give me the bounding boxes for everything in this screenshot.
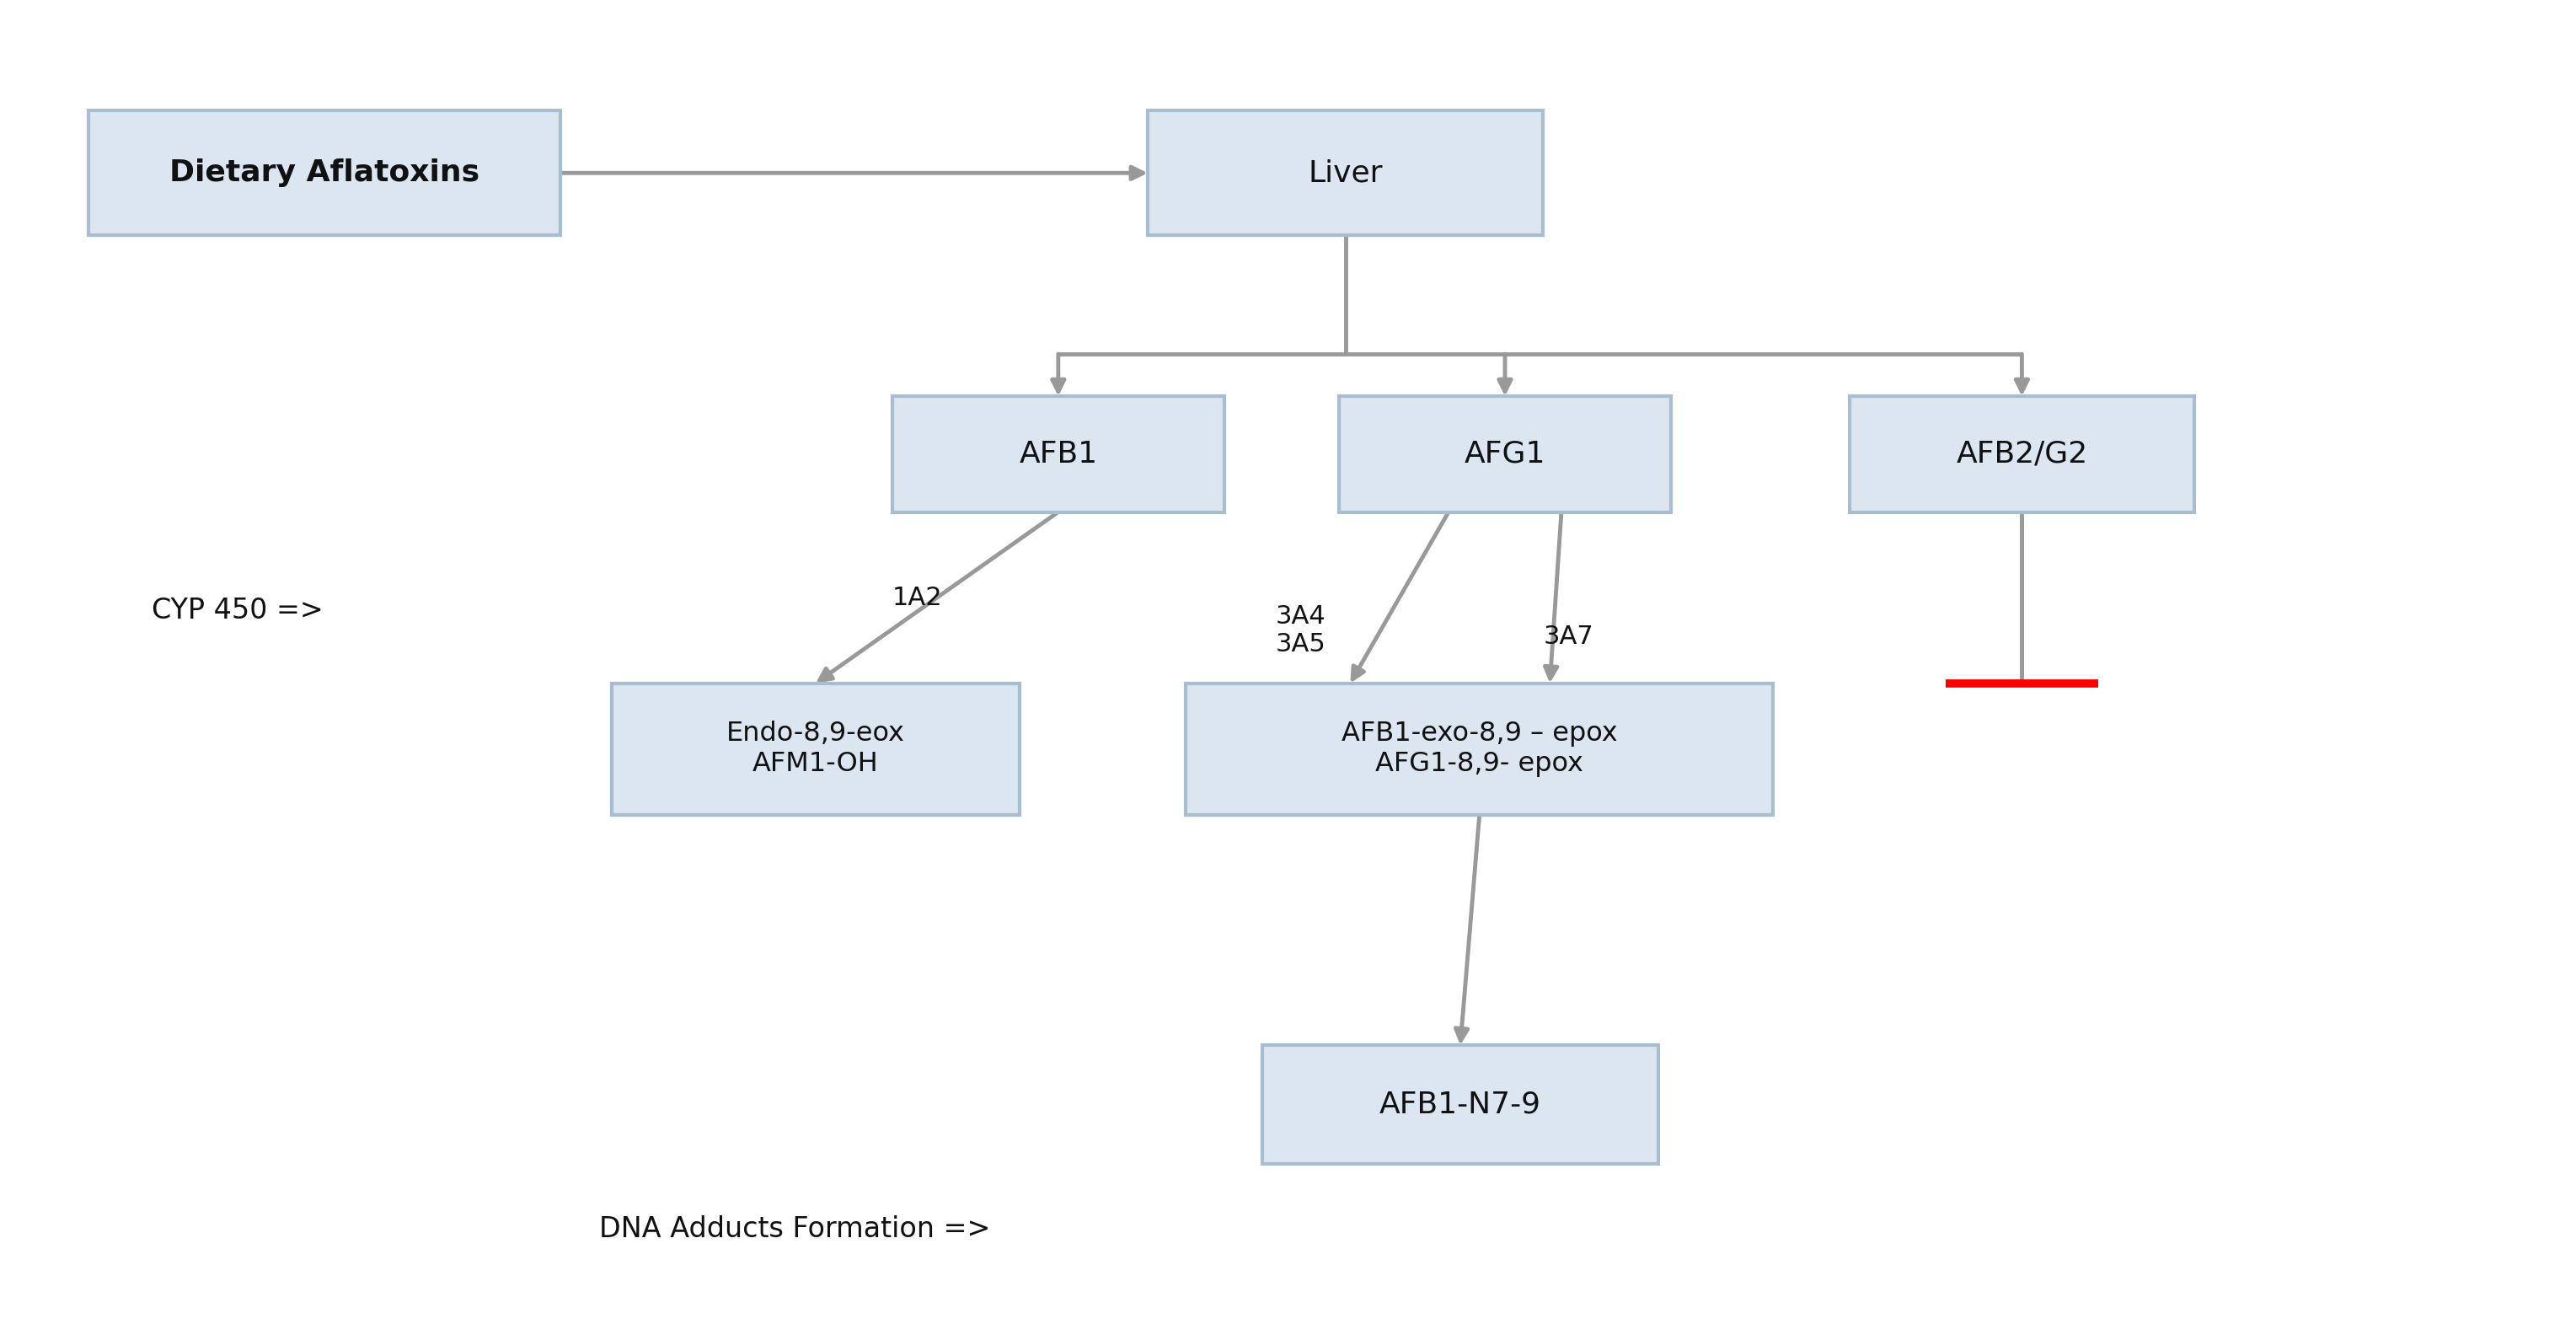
Text: AFG1: AFG1 [1463, 440, 1546, 469]
Text: Liver: Liver [1309, 158, 1383, 188]
Text: Dietary Aflatoxins: Dietary Aflatoxins [170, 158, 479, 188]
Text: 1A2: 1A2 [891, 586, 943, 610]
FancyBboxPatch shape [611, 683, 1020, 815]
FancyBboxPatch shape [1850, 397, 2195, 512]
Text: CYP 450 =>: CYP 450 => [152, 596, 325, 624]
Text: AFB1: AFB1 [1020, 440, 1097, 469]
FancyBboxPatch shape [1146, 110, 1543, 236]
Text: 3A7: 3A7 [1543, 624, 1595, 650]
Text: 3A4
3A5: 3A4 3A5 [1275, 604, 1327, 657]
Text: DNA Adducts Formation =>: DNA Adducts Formation => [598, 1215, 989, 1244]
Text: AFB1-N7-9: AFB1-N7-9 [1378, 1091, 1540, 1119]
FancyBboxPatch shape [1185, 683, 1772, 815]
Text: AFB2/G2: AFB2/G2 [1955, 440, 2087, 469]
FancyBboxPatch shape [1262, 1045, 1659, 1163]
FancyBboxPatch shape [891, 397, 1224, 512]
Text: Endo-8,9-eox
AFM1-OH: Endo-8,9-eox AFM1-OH [726, 721, 904, 777]
FancyBboxPatch shape [1340, 397, 1672, 512]
FancyBboxPatch shape [88, 110, 562, 236]
Text: AFB1-exo-8,9 – epox
AFG1-8,9- epox: AFB1-exo-8,9 – epox AFG1-8,9- epox [1342, 721, 1618, 777]
